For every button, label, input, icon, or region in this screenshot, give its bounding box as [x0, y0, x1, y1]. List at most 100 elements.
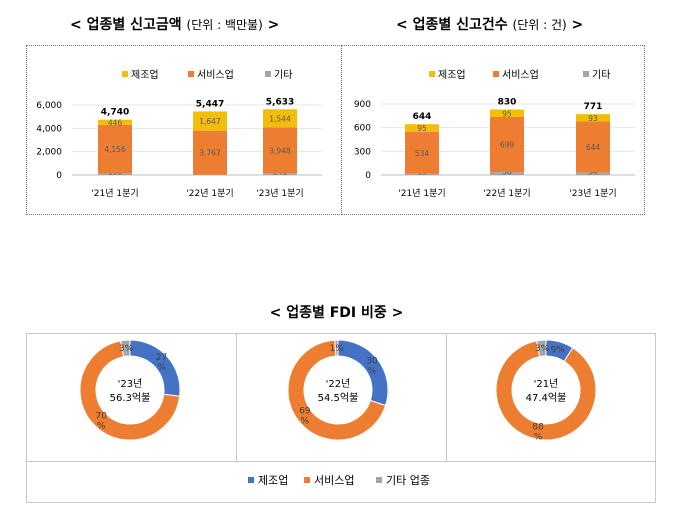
x-tick-label: '21년 1분기 [91, 188, 138, 199]
count-title-main: < 업종별 신고건수 [396, 17, 508, 33]
donut-data-label: 88% [532, 422, 544, 442]
donut-data-label: 69% [299, 407, 311, 427]
donut-data-label: 3% [535, 344, 550, 354]
bar-segment [490, 109, 524, 118]
donut-center-amount: 56.3억불 [110, 392, 151, 404]
bar-segment [490, 172, 524, 175]
donut-data-label: 3% [119, 344, 134, 354]
amount-chart-title: < 업종별 신고금액 (단위 : 백만불) > [70, 14, 279, 34]
legend-swatch [188, 71, 194, 77]
legend-label: 서비스업 [197, 68, 234, 81]
donut-data-label: 9% [551, 346, 566, 356]
bar-total-label: 771 [584, 102, 603, 112]
amount-title-unit: (단위 : 백만불) [186, 18, 263, 32]
bar-data-label: 644 [586, 143, 601, 152]
ratio-title-text: < 업종별 FDI 비중 > [269, 305, 404, 321]
legend-label: 제조업 [258, 474, 288, 487]
legend-label: 기타 [274, 69, 292, 81]
bar-segment [193, 130, 227, 175]
legend-swatch [376, 477, 382, 483]
bar-total-label: 644 [413, 112, 432, 122]
count-title-unit: (단위 : 건) [512, 18, 567, 32]
legend-swatch [248, 477, 254, 483]
y-tick-label: 600 [354, 124, 371, 134]
donut-slice [79, 340, 181, 441]
x-tick-label: '23년 1분기 [256, 188, 303, 199]
ratio-chart-title: < 업종별 FDI 비중 > [0, 302, 673, 322]
legend-divider [26, 461, 656, 462]
bar-data-label: 3,948 [269, 146, 291, 155]
legend-label: 서비스업 [502, 68, 539, 81]
bar-data-label: 4,156 [104, 145, 126, 154]
count-title-close: > [571, 17, 584, 33]
y-tick-label: 0 [365, 171, 371, 181]
bar-data-label: 1,647 [199, 117, 221, 126]
x-tick-label: '21년 1분기 [398, 188, 445, 199]
x-tick-label: '23년 1분기 [569, 188, 616, 199]
y-tick-label: 900 [354, 100, 371, 110]
bar-segment [405, 124, 439, 132]
legend-label: 제조업 [438, 68, 466, 81]
bar-segment [405, 173, 439, 175]
legend-label: 기타 [592, 69, 610, 81]
donut-slice [334, 339, 339, 357]
bar-segment [263, 173, 297, 175]
ratio-chart-frame [26, 333, 656, 503]
count-chart-frame [341, 45, 645, 215]
amount-bar-chart: 제조업서비스업기타6,0004,0002,00001384,1564464,74… [36, 68, 322, 199]
donut-data-label: 1% [330, 344, 345, 354]
bar-segment [98, 173, 132, 175]
donut-data-label: 27% [156, 353, 167, 373]
panel-divider [446, 333, 447, 461]
bar-data-label: 95 [502, 109, 512, 118]
donut-data-label: 70% [96, 412, 108, 432]
legend-swatch [583, 71, 589, 77]
bar-data-label: 699 [500, 141, 515, 150]
y-tick-label: 0 [56, 171, 62, 181]
bar-segment [263, 109, 297, 128]
bar-segment [576, 121, 610, 173]
donut-center-year: '23년 [118, 378, 143, 390]
x-tick-label: '22년 1분기 [186, 188, 233, 199]
legend-label: 서비스업 [314, 474, 354, 487]
donut-center-year: '22년 [326, 378, 351, 390]
bar-data-label: 93 [588, 114, 598, 123]
count-bar-chart: 제조업서비스업기타90060030001553495644'21년 1분기366… [354, 68, 635, 199]
bar-data-label: 95 [417, 124, 427, 133]
donut-center-amount: 47.4억불 [526, 392, 567, 404]
legend-label: 기타 업종 [386, 474, 430, 487]
count-chart-title: < 업종별 신고건수 (단위 : 건) > [396, 14, 583, 34]
bar-data-label: 3,767 [199, 149, 221, 158]
ratio-donut-charts: 27 % 70 % 3% '23년 56.3억불 30 % 69 % 1% '22년 54.5억불 9% 88… [79, 339, 597, 487]
bar-total-label: 5,633 [266, 97, 294, 107]
bar-total-label: 5,447 [196, 99, 224, 109]
donut-center-year: '21년 [534, 378, 559, 390]
bar-segment [98, 119, 132, 125]
bar-segment [98, 124, 132, 174]
legend-swatch [122, 71, 128, 77]
panel-divider [236, 333, 237, 461]
donut-data-label: 30% [366, 356, 378, 376]
bar-segment [576, 114, 610, 122]
donut-slice [287, 339, 387, 441]
y-tick-label: 300 [354, 147, 371, 157]
bar-segment [193, 111, 227, 131]
y-tick-label: 2,000 [36, 148, 62, 158]
donut-slice [536, 339, 547, 358]
legend-label: 제조업 [131, 68, 159, 81]
donut-center-amount: 54.5억불 [318, 392, 359, 404]
x-tick-label: '22년 1분기 [483, 188, 530, 199]
legend-swatch [265, 71, 271, 77]
bar-segment [263, 127, 297, 174]
donut-slice [120, 339, 131, 358]
bar-segment [490, 117, 524, 173]
legend-swatch [304, 477, 310, 483]
bar-data-label: 446 [108, 118, 123, 127]
bar-total-label: 830 [498, 98, 517, 108]
amount-title-close: > [267, 17, 280, 33]
amount-title-main: < 업종별 신고금액 [70, 17, 182, 33]
bar-data-label: 534 [415, 149, 430, 158]
bar-total-label: 4,740 [101, 108, 129, 118]
y-tick-label: 4,000 [36, 124, 62, 134]
y-tick-label: 6,000 [36, 101, 62, 111]
